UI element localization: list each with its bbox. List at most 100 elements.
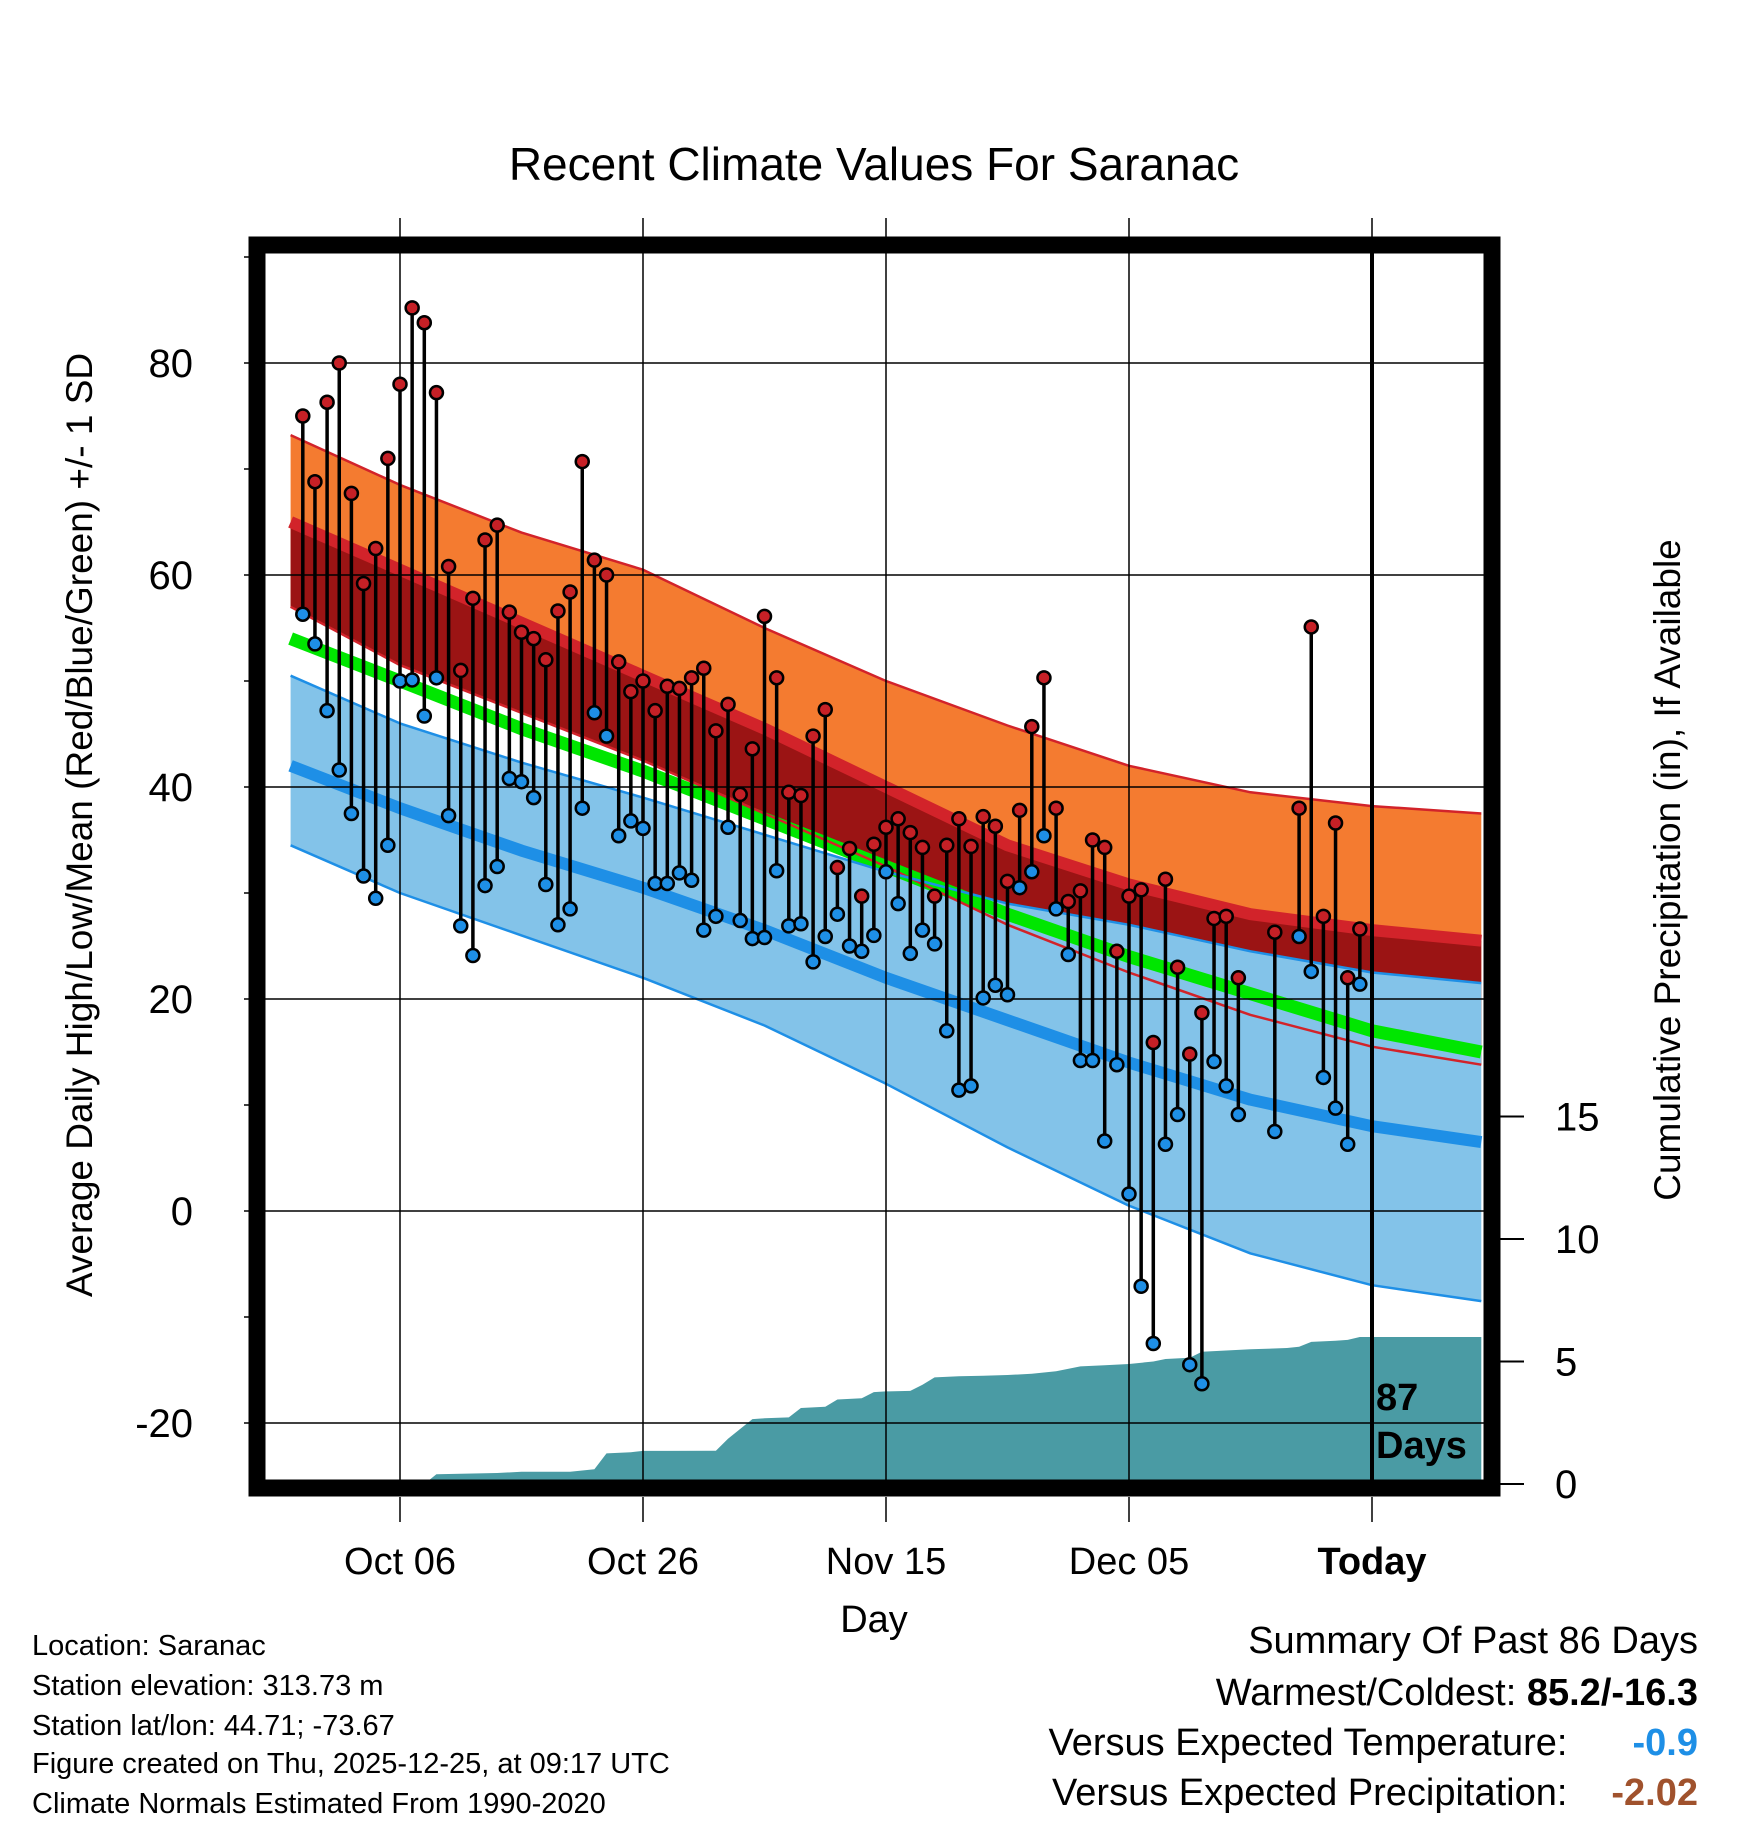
high-point	[1315, 908, 1332, 925]
high-point	[635, 673, 651, 689]
low-point	[866, 927, 882, 944]
high-point	[878, 819, 894, 836]
high-point	[902, 824, 919, 841]
y-tick-label: 20	[149, 978, 194, 1022]
low-point	[1157, 1136, 1174, 1152]
high-point	[1206, 910, 1222, 927]
high-point	[829, 859, 846, 876]
y-tick-label: 80	[149, 342, 194, 386]
low-point	[999, 987, 1016, 1003]
high-point	[1182, 1046, 1198, 1062]
high-point	[951, 811, 967, 827]
low-point	[817, 928, 833, 945]
low-point	[963, 1078, 979, 1094]
low-point	[1206, 1053, 1222, 1070]
summary-temp-label: Versus Expected Temperature:	[1048, 1722, 1568, 1764]
high-point	[744, 741, 761, 757]
high-point	[963, 838, 979, 855]
high-point	[1060, 893, 1076, 910]
high-point	[623, 683, 639, 700]
high-point	[1169, 959, 1186, 975]
low-point	[598, 728, 615, 744]
x-tick-label: Oct 06	[344, 1541, 456, 1583]
high-point	[1303, 619, 1319, 635]
low-point	[416, 708, 433, 724]
low-point	[623, 813, 639, 829]
high-point	[477, 532, 493, 548]
low-point	[367, 890, 384, 907]
high-point	[805, 728, 821, 744]
high-point	[307, 473, 323, 490]
low-point	[926, 936, 943, 952]
high-point	[866, 836, 882, 852]
info-created: Figure created on Thu, 2025-12-25, at 09…	[32, 1748, 670, 1780]
daily-stems	[301, 307, 1362, 1384]
info-location: Location: Saranac	[32, 1630, 266, 1662]
high-point	[939, 837, 955, 854]
high-point	[574, 453, 590, 470]
high-point	[647, 702, 663, 719]
low-point	[1327, 1100, 1344, 1116]
low-point	[1084, 1052, 1101, 1069]
low-point	[1267, 1123, 1283, 1140]
low-point	[696, 922, 712, 938]
high-point	[440, 558, 457, 575]
high-point	[513, 624, 530, 640]
low-point	[853, 943, 870, 960]
high-point	[1230, 970, 1247, 986]
high-point	[1109, 943, 1125, 960]
high-point	[562, 584, 578, 600]
y2-tick-label: 5	[1555, 1341, 1577, 1385]
today-days-label: Days	[1376, 1425, 1467, 1467]
x-tick-label: Today	[1317, 1541, 1426, 1583]
high-point	[295, 408, 311, 424]
low-point	[404, 672, 420, 688]
high-point	[380, 450, 396, 467]
low-point	[1133, 1278, 1149, 1295]
high-point	[987, 818, 1004, 834]
low-point	[939, 1023, 955, 1039]
low-point	[878, 864, 894, 880]
high-point	[720, 696, 736, 713]
high-point	[1048, 800, 1064, 816]
low-point	[489, 858, 505, 875]
low-point	[768, 862, 785, 879]
high-point	[538, 652, 554, 668]
y-axis-label: Average Daily High/Low/Mean (Red/Blue/Gr…	[59, 353, 100, 1297]
low-point	[307, 636, 323, 652]
high-point	[817, 701, 833, 718]
low-point	[319, 702, 335, 719]
high-point	[501, 604, 518, 620]
high-point	[319, 394, 335, 410]
low-point	[793, 915, 809, 932]
high-point	[1024, 718, 1040, 735]
low-point	[513, 773, 530, 790]
summary-precip: Versus Expected Precipitation: -2.02	[1052, 1772, 1698, 1815]
high-point	[404, 300, 420, 316]
high-point	[853, 888, 870, 904]
low-point	[1011, 879, 1028, 896]
x-axis-label: Day	[840, 1599, 908, 1641]
low-point	[1024, 864, 1040, 880]
low-point	[635, 820, 651, 837]
y-tick-label: 60	[149, 554, 194, 598]
y2-tick-label: 10	[1555, 1218, 1600, 1262]
high-point	[1072, 883, 1089, 899]
summary-warm-cold-label: Warmest/Coldest:	[1215, 1672, 1517, 1714]
low-point	[902, 945, 919, 962]
low-point	[1230, 1106, 1247, 1123]
low-point	[1291, 928, 1307, 945]
summary-temp: Versus Expected Temperature: -0.9	[1049, 1722, 1698, 1765]
low-point	[756, 929, 773, 946]
tick-labels: -20 0 20 40 60 80 0 5 10 15 Oct 06 Oct 26 Nov 15 Dec …	[135, 218, 1600, 1583]
low-point	[1303, 963, 1319, 980]
high-point	[926, 888, 943, 904]
low-point	[1060, 946, 1076, 963]
y2-tick-label: 15	[1555, 1096, 1600, 1140]
low-point	[720, 819, 736, 836]
precip-area	[424, 1337, 1482, 1484]
high-point	[1157, 871, 1174, 887]
high-point	[914, 839, 931, 856]
low-point	[987, 977, 1004, 993]
